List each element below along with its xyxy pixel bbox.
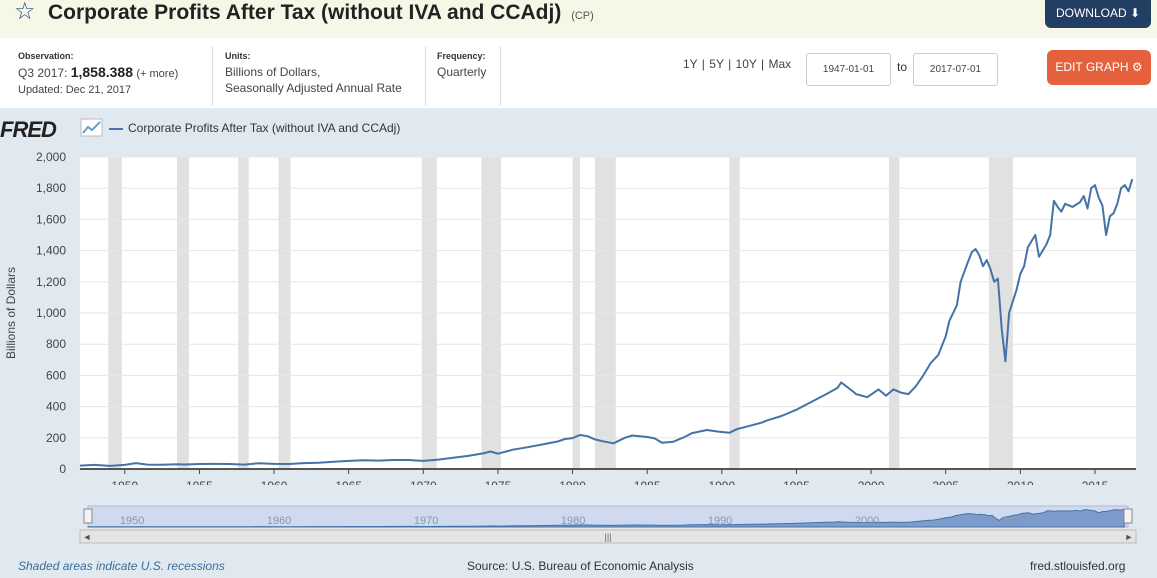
scroll-right-arrow: ► — [1125, 532, 1134, 542]
navigator-series — [87, 508, 1125, 528]
range-10y[interactable]: 10Y — [735, 57, 757, 71]
start-date-input[interactable]: 1947-01-01 — [806, 53, 891, 86]
x-tick-label: 1995 — [783, 479, 810, 485]
units-label: Units: — [225, 51, 251, 61]
y-tick-label: 2,000 — [36, 150, 66, 164]
legend-swatch — [109, 127, 123, 130]
observation-block: Observation: Q3 2017: 1,858.388 (+ more)… — [18, 48, 178, 98]
navigator-tick-label: 1990 — [708, 515, 732, 527]
scroll-left-arrow: ◄ — [83, 532, 92, 542]
x-tick-label: 1965 — [335, 479, 362, 485]
y-tick-label: 800 — [46, 337, 66, 351]
divider — [500, 46, 501, 106]
navigator-tick-label: 1960 — [267, 515, 291, 527]
download-button[interactable]: DOWNLOAD ⬇ — [1045, 0, 1151, 28]
y-tick-label: 1,000 — [36, 306, 66, 320]
title-bar: ☆ Corporate Profits After Tax (without I… — [0, 0, 1157, 38]
y-tick-label: 0 — [59, 462, 66, 476]
site-link[interactable]: fred.stlouisfed.org — [1030, 559, 1126, 573]
divider — [425, 46, 426, 106]
frequency-value: Quarterly — [437, 65, 487, 79]
edit-graph-label: EDIT GRAPH — [1055, 60, 1129, 74]
scroll-thumb-grip: ||| — [604, 532, 611, 542]
download-label: DOWNLOAD — [1055, 6, 1127, 20]
navigator-tick-label: 1970 — [414, 515, 438, 527]
y-tick-label: 1,800 — [36, 181, 66, 195]
chart-navigator[interactable]: 1950 1960 1970 1980 1990 2000 2010 ◄ ► ||| — [0, 500, 1157, 548]
chart-legend[interactable]: Corporate Profits After Tax (without IVA… — [109, 121, 400, 135]
navigator-tick-label: 1950 — [120, 515, 144, 527]
x-tick-label: 1950 — [111, 479, 138, 485]
legend-label: Corporate Profits After Tax (without IVA… — [128, 121, 401, 135]
observation-value: 1,858.388 — [70, 64, 134, 80]
y-axis-title: Billions of Dollars — [4, 267, 18, 359]
fred-logo: FRED — [0, 117, 57, 142]
series-code: (CP) — [571, 10, 594, 22]
updated-date: Updated: Dec 21, 2017 — [18, 84, 132, 96]
x-tick-label: 2015 — [1082, 479, 1109, 485]
range-5y[interactable]: 5Y — [709, 57, 724, 71]
end-date-input[interactable]: 2017-07-01 — [913, 53, 998, 86]
range-max[interactable]: Max — [768, 57, 792, 71]
source-note: Source: U.S. Bureau of Economic Analysis — [467, 559, 694, 573]
x-tick-label: 1955 — [186, 479, 213, 485]
series-line — [79, 178, 1134, 467]
navigator-tick-label: 2010 — [1002, 515, 1026, 527]
gear-icon: ⚙ — [1131, 60, 1143, 74]
x-tick-label: 2010 — [1007, 479, 1034, 485]
x-tick-label: 1985 — [634, 479, 661, 485]
units-line1: Billions of Dollars, — [225, 65, 321, 79]
star-icon[interactable]: ☆ — [14, 0, 36, 25]
x-tick-label: 1990 — [708, 479, 735, 485]
x-tick-label: 2000 — [858, 479, 885, 485]
recession-note: Shaded areas indicate U.S. recessions — [18, 559, 225, 573]
units-line2: Seasonally Adjusted Annual Rate — [225, 81, 402, 95]
y-tick-label: 400 — [46, 400, 66, 414]
observation-period: Q3 2017: — [18, 66, 68, 80]
x-tick-label: 2005 — [932, 479, 959, 485]
x-tick-label: 1980 — [559, 479, 586, 485]
observation-label: Observation: — [18, 51, 74, 61]
navigator-handle — [1123, 508, 1133, 524]
line-chart[interactable]: 0 200 400 600 800 1,000 1,200 1,400 1,600 1,800 2,… — [0, 140, 1157, 485]
y-tick-label: 200 — [46, 431, 66, 445]
x-tick-label: 1960 — [261, 479, 288, 485]
navigator-tick-label: 1980 — [561, 515, 585, 527]
page-title: Corporate Profits After Tax (without IVA… — [48, 1, 594, 25]
series-title: Corporate Profits After Tax (without IVA… — [48, 1, 562, 24]
navigator-handle — [83, 508, 93, 524]
more-link[interactable]: (+ more) — [136, 68, 179, 80]
range-1y[interactable]: 1Y — [683, 57, 698, 71]
y-tick-label: 1,400 — [36, 244, 66, 258]
frequency-block: Frequency: Quarterly — [437, 48, 486, 80]
range-selector: 1Y | 5Y | 10Y | Max — [683, 57, 792, 71]
x-tick-label: 1975 — [485, 479, 512, 485]
download-icon: ⬇ — [1129, 6, 1141, 20]
x-tick-label: 1970 — [410, 479, 437, 485]
fred-logo-chart-icon — [80, 118, 103, 137]
divider — [212, 46, 213, 106]
y-tick-label: 600 — [46, 368, 66, 382]
navigator-scrollbar — [79, 529, 1137, 544]
units-block: Units: Billions of Dollars, Seasonally A… — [225, 48, 402, 96]
series-meta: Observation: Q3 2017: 1,858.388 (+ more)… — [0, 38, 1157, 108]
y-tick-label: 1,200 — [36, 275, 66, 289]
frequency-label: Frequency: — [437, 51, 486, 61]
edit-graph-button[interactable]: EDIT GRAPH ⚙ — [1047, 50, 1151, 85]
y-tick-label: 1,600 — [36, 212, 66, 226]
navigator-tick-label: 2000 — [855, 515, 879, 527]
to-label: to — [897, 60, 908, 74]
